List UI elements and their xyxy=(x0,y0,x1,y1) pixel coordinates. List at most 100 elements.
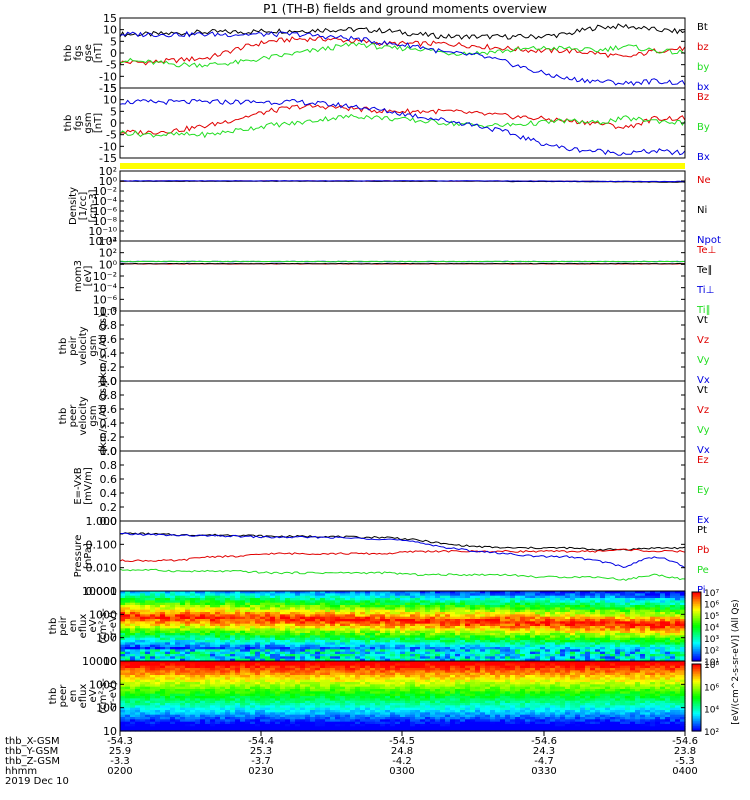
spectrogram-cell xyxy=(430,623,436,627)
spectrogram-cell xyxy=(405,633,411,636)
spectrogram-cell xyxy=(210,598,216,601)
spectrogram-cell xyxy=(480,609,486,613)
spectrogram-cell xyxy=(205,635,211,639)
spectrogram-cell xyxy=(335,605,341,608)
spectrogram-cell xyxy=(295,684,301,688)
spectrogram-cell xyxy=(130,635,136,639)
spectrogram-cell xyxy=(420,635,426,639)
spectrogram-cell xyxy=(340,661,346,664)
series-line-Pb xyxy=(119,548,686,563)
spectrogram-cell xyxy=(125,719,131,723)
legend-entry: Ey xyxy=(697,485,709,496)
spectrogram-cell xyxy=(245,693,251,697)
spectrogram-cell xyxy=(540,628,546,632)
spectrogram-cell xyxy=(330,616,336,620)
spectrogram-cell xyxy=(460,644,466,648)
spectrogram-cell xyxy=(245,707,251,711)
spectrogram-cell xyxy=(530,651,536,655)
spectrogram-cell xyxy=(170,619,176,622)
spectrogram-cell xyxy=(130,651,136,655)
spectrogram-cell xyxy=(565,619,571,622)
spectrogram-cell xyxy=(630,612,636,615)
spectrogram-cell xyxy=(555,605,561,608)
spectrogram-cell xyxy=(215,630,221,634)
spectrogram-cell xyxy=(500,649,506,653)
spectrogram-cell xyxy=(170,640,176,643)
spectrogram-cell xyxy=(185,663,191,667)
spectrogram-cell xyxy=(205,707,211,711)
spectrogram-cell xyxy=(365,630,371,634)
spectrogram-cell xyxy=(510,616,516,620)
spectrogram-cell xyxy=(235,686,241,690)
spectrogram-cell xyxy=(175,661,181,664)
spectrogram-cell xyxy=(120,647,126,650)
spectrogram-cell xyxy=(140,665,146,669)
spectrogram-cell xyxy=(395,651,401,655)
spectrogram-cell xyxy=(235,612,241,615)
spectrogram-cell xyxy=(300,686,306,690)
spectrogram-cell xyxy=(415,651,421,655)
spectrogram-cell xyxy=(295,647,301,650)
spectrogram-cell xyxy=(645,637,651,641)
spectrogram-cell xyxy=(215,593,221,597)
spectrogram-cell xyxy=(195,663,201,667)
spectrogram-cell xyxy=(140,686,146,690)
spectrogram-cell xyxy=(330,679,336,683)
spectrogram-cell xyxy=(165,670,171,674)
spectrogram-cell xyxy=(130,640,136,643)
spectrogram-cell xyxy=(675,595,681,599)
spectrogram-cell xyxy=(165,682,171,685)
spectrogram-cell xyxy=(330,612,336,615)
spectrogram-cell xyxy=(510,647,516,650)
spectrogram-cell xyxy=(460,607,466,611)
spectrogram-cell xyxy=(415,614,421,618)
spectrogram-cell xyxy=(415,607,421,611)
spectrogram-cell xyxy=(445,614,451,618)
spectrogram-cell xyxy=(200,717,206,720)
spectrogram-cell xyxy=(265,616,271,620)
y-axis-label-line: Density xyxy=(68,187,79,225)
spectrogram-cell xyxy=(415,591,421,594)
spectrogram-cell xyxy=(175,696,181,699)
spectrogram-cell xyxy=(305,714,311,718)
spectrogram-cell xyxy=(190,658,196,662)
spectrogram-cell xyxy=(230,633,236,636)
spectrogram-cell xyxy=(240,595,246,599)
spectrogram-cell xyxy=(220,719,226,723)
spectrogram-cell xyxy=(270,717,276,720)
spectrogram-cell xyxy=(445,616,451,620)
spectrogram-cell xyxy=(150,670,156,674)
spectrogram-cell xyxy=(250,684,256,688)
spectrogram-cell xyxy=(460,630,466,634)
spectrogram-cell xyxy=(540,623,546,627)
spectrogram-cell xyxy=(345,654,351,657)
spectrogram-cell xyxy=(435,598,441,601)
spectrogram-cell xyxy=(325,637,331,641)
spectrogram-cell xyxy=(255,630,261,634)
spectrogram-cell xyxy=(170,661,176,664)
spectrogram-cell xyxy=(180,724,186,727)
spectrogram-cell xyxy=(495,651,501,655)
spectrogram-cell xyxy=(540,644,546,648)
spectrogram-cell xyxy=(320,721,326,725)
spectrogram-cell xyxy=(135,724,141,727)
spectrogram-cell xyxy=(165,658,171,662)
spectrogram-cell xyxy=(330,630,336,634)
spectrogram-cell xyxy=(200,609,206,613)
spectrogram-cell xyxy=(210,682,216,685)
spectrogram-cell xyxy=(250,633,256,636)
spectrogram-cell xyxy=(295,642,301,646)
spectrogram-cell xyxy=(225,703,231,706)
spectrogram-cell xyxy=(120,656,126,660)
spectrogram-cell xyxy=(180,635,186,639)
spectrogram-cell xyxy=(195,726,201,730)
spectrogram-cell xyxy=(280,724,286,727)
spectrogram-cell xyxy=(190,616,196,620)
spectrogram-cell xyxy=(395,605,401,608)
spectrogram-cell xyxy=(405,651,411,655)
spectrogram-cell xyxy=(340,656,346,660)
spectrogram-cell xyxy=(275,598,281,601)
spectrogram-cell xyxy=(620,591,626,594)
spectrogram-cell xyxy=(270,705,276,709)
spectrogram-cell xyxy=(640,595,646,599)
